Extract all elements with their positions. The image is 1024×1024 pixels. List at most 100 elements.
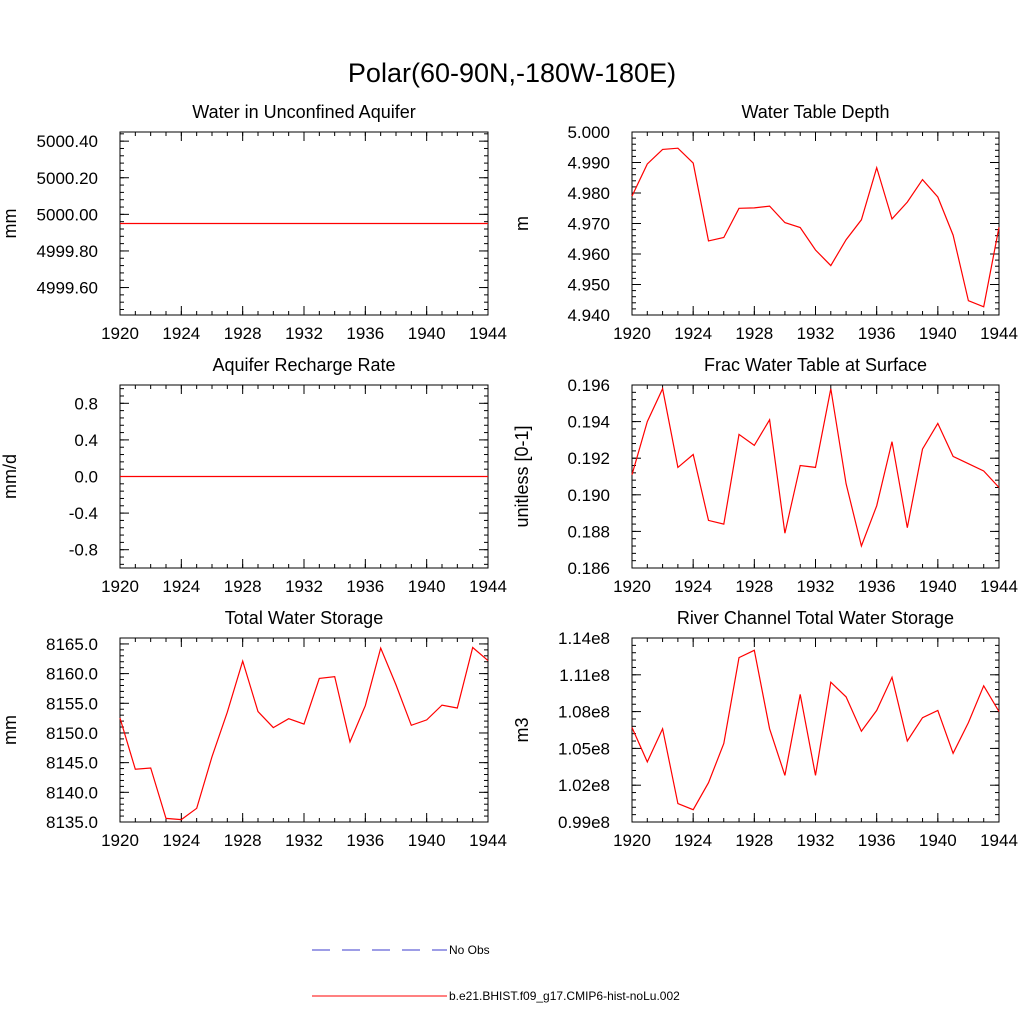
data-point xyxy=(738,207,740,209)
data-point xyxy=(196,807,198,809)
series-line xyxy=(631,386,1000,549)
series-line xyxy=(631,649,1000,811)
x-tick-label: 1932 xyxy=(285,831,323,850)
plot-frame xyxy=(631,384,1000,569)
data-point xyxy=(288,476,290,478)
data-point xyxy=(784,222,786,224)
panel-title: Water in Unconfined Aquifer xyxy=(192,102,415,122)
data-point xyxy=(845,696,847,698)
panel-title: Frac Water Table at Surface xyxy=(704,355,927,375)
x-tick-label: 1936 xyxy=(346,324,384,343)
data-point xyxy=(876,505,878,507)
data-point xyxy=(952,455,954,457)
data-point xyxy=(257,223,259,225)
data-point xyxy=(242,660,244,662)
data-point xyxy=(456,476,458,478)
data-point xyxy=(364,705,366,707)
legend-obs-label: No Obs xyxy=(449,943,490,957)
data-point xyxy=(441,704,443,706)
y-tick-label: -0.8 xyxy=(69,541,98,560)
data-point xyxy=(395,476,397,478)
panel-1: 1920 1924 1928 1932 1936 1940 1944 4999.60 4999.… xyxy=(0,102,507,343)
x-tick-label: 1928 xyxy=(735,324,773,343)
data-point xyxy=(165,223,167,225)
data-point xyxy=(891,441,893,443)
data-point xyxy=(998,486,1000,488)
y-tick-label: 1.05e8 xyxy=(558,739,610,758)
data-point xyxy=(334,223,336,225)
plot-frame xyxy=(631,637,1000,823)
y-tick-label: 8135.0 xyxy=(46,813,98,832)
data-point xyxy=(967,722,969,724)
x-tick-label: 1920 xyxy=(613,577,651,596)
y-tick-label: 1.02e8 xyxy=(558,776,610,795)
x-tick-label: 1932 xyxy=(797,324,835,343)
x-tick-label: 1924 xyxy=(674,577,712,596)
data-point xyxy=(646,421,648,423)
y-axis-label: mm/d xyxy=(0,454,20,499)
y-tick-label: 4999.80 xyxy=(37,242,98,261)
panel-title: Water Table Depth xyxy=(741,102,889,122)
data-point xyxy=(196,476,198,478)
x-tick-label: 1920 xyxy=(613,324,651,343)
y-tick-label: 0.4 xyxy=(74,431,98,450)
data-point xyxy=(845,483,847,485)
y-tick-label: 5.000 xyxy=(567,123,610,142)
data-point xyxy=(257,476,259,478)
data-point xyxy=(952,752,954,754)
y-tick-label: 4.970 xyxy=(567,215,610,234)
data-point xyxy=(860,219,862,221)
data-point xyxy=(753,649,755,651)
data-point xyxy=(165,817,167,819)
data-point xyxy=(967,300,969,302)
data-point xyxy=(410,476,412,478)
data-point xyxy=(119,223,121,225)
data-point xyxy=(487,660,489,662)
y-tick-label: 0.196 xyxy=(567,376,610,395)
y-tick-label: 8160.0 xyxy=(46,665,98,684)
data-point xyxy=(799,693,801,695)
x-tick-label: 1920 xyxy=(101,324,139,343)
x-tick-label: 1928 xyxy=(735,577,773,596)
y-tick-label: 0.192 xyxy=(567,449,610,468)
data-point xyxy=(242,223,244,225)
data-point xyxy=(983,470,985,472)
data-point xyxy=(211,223,213,225)
data-point xyxy=(692,162,694,164)
data-point xyxy=(906,527,908,529)
data-point xyxy=(784,774,786,776)
data-point xyxy=(472,646,474,648)
data-point xyxy=(134,768,136,770)
x-tick-label: 1928 xyxy=(735,831,773,850)
panel-title: River Channel Total Water Storage xyxy=(677,608,954,628)
data-point xyxy=(723,523,725,525)
data-point xyxy=(937,709,939,711)
data-point xyxy=(426,476,428,478)
data-point xyxy=(983,685,985,687)
panel-4: 1920 1924 1928 1932 1936 1940 1944 0.186 0.188 0.… xyxy=(512,355,1018,596)
data-point xyxy=(364,223,366,225)
data-point xyxy=(303,223,305,225)
data-point xyxy=(662,148,664,150)
data-point xyxy=(349,223,351,225)
data-point xyxy=(257,711,259,713)
data-point xyxy=(303,723,305,725)
data-point xyxy=(134,223,136,225)
data-point xyxy=(487,476,489,478)
data-point xyxy=(769,728,771,730)
data-point xyxy=(150,223,152,225)
data-point xyxy=(662,728,664,730)
data-point xyxy=(753,207,755,209)
data-point xyxy=(487,223,489,225)
data-point xyxy=(692,809,694,811)
data-point xyxy=(998,226,1000,228)
data-point xyxy=(922,179,924,181)
data-point xyxy=(815,466,817,468)
data-point xyxy=(226,476,228,478)
y-tick-label: 5000.40 xyxy=(37,132,98,151)
y-tick-label: 5000.00 xyxy=(37,205,98,224)
data-point xyxy=(922,717,924,719)
panel-5: 1920 1924 1928 1932 1936 1940 1944 8135.0 8140.0… xyxy=(0,608,507,850)
data-point xyxy=(472,223,474,225)
x-tick-label: 1928 xyxy=(224,577,262,596)
